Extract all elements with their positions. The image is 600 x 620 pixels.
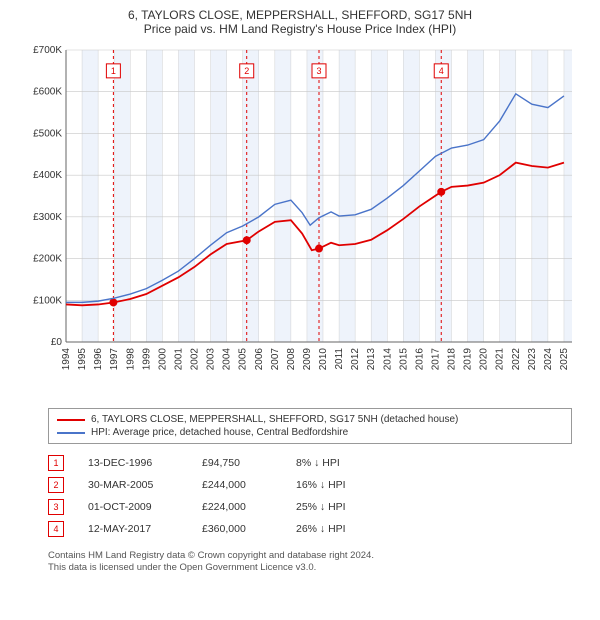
svg-text:2015: 2015 (398, 348, 409, 371)
sale-vs-hpi: 25% ↓ HPI (296, 501, 346, 513)
legend-row: HPI: Average price, detached house, Cent… (57, 426, 563, 439)
svg-text:2018: 2018 (447, 348, 458, 371)
sale-marker-badge: 3 (48, 499, 64, 515)
sales-row: 1 13-DEC-1996 £94,750 8% ↓ HPI (48, 452, 572, 474)
svg-text:1998: 1998 (125, 348, 136, 371)
legend-swatch (57, 432, 85, 434)
svg-text:2016: 2016 (414, 348, 425, 371)
chart-container: £0 £100K £200K £300K £400K £500K £600K £700K 199… (20, 42, 580, 402)
svg-text:4: 4 (439, 66, 444, 76)
sales-row: 2 30-MAR-2005 £244,000 16% ↓ HPI (48, 474, 572, 496)
sale-price: £224,000 (202, 501, 272, 513)
svg-text:2025: 2025 (559, 348, 570, 371)
svg-text:2012: 2012 (350, 348, 361, 371)
title-line2: Price paid vs. HM Land Registry's House … (8, 22, 592, 36)
price-chart: £0 £100K £200K £300K £400K £500K £600K £700K 199… (20, 42, 580, 402)
svg-text:2005: 2005 (238, 348, 249, 371)
svg-text:2024: 2024 (543, 348, 554, 371)
svg-text:1994: 1994 (61, 348, 72, 371)
sale-price: £360,000 (202, 523, 272, 535)
svg-text:2000: 2000 (157, 348, 168, 371)
svg-text:2020: 2020 (479, 348, 490, 371)
svg-text:2017: 2017 (430, 348, 441, 371)
svg-text:£200K: £200K (33, 254, 62, 265)
svg-text:2009: 2009 (302, 348, 313, 371)
svg-text:£100K: £100K (33, 295, 62, 306)
svg-text:1999: 1999 (141, 348, 152, 371)
sale-price: £94,750 (202, 457, 272, 469)
sale-marker-badge: 2 (48, 477, 64, 493)
svg-text:2001: 2001 (173, 348, 184, 371)
sale-vs-hpi: 16% ↓ HPI (296, 479, 346, 491)
legend-swatch (57, 419, 85, 421)
svg-text:2014: 2014 (382, 348, 393, 371)
title-line1: 6, TAYLORS CLOSE, MEPPERSHALL, SHEFFORD,… (8, 8, 592, 22)
svg-text:1: 1 (111, 66, 116, 76)
svg-text:£500K: £500K (33, 128, 62, 139)
svg-text:2011: 2011 (334, 348, 345, 370)
sale-price: £244,000 (202, 479, 272, 491)
legend-row: 6, TAYLORS CLOSE, MEPPERSHALL, SHEFFORD,… (57, 413, 563, 426)
svg-text:2019: 2019 (463, 348, 474, 371)
svg-text:2: 2 (244, 66, 249, 76)
svg-text:1995: 1995 (77, 348, 88, 371)
svg-text:£600K: £600K (33, 87, 62, 98)
svg-text:£300K: £300K (33, 212, 62, 223)
legend-label: HPI: Average price, detached house, Cent… (91, 427, 348, 438)
legend-label: 6, TAYLORS CLOSE, MEPPERSHALL, SHEFFORD,… (91, 414, 458, 425)
svg-text:2002: 2002 (190, 348, 201, 371)
sale-date: 01-OCT-2009 (88, 501, 178, 513)
svg-text:2003: 2003 (206, 348, 217, 371)
sale-date: 13-DEC-1996 (88, 457, 178, 469)
sales-table: 1 13-DEC-1996 £94,750 8% ↓ HPI 2 30-MAR-2005 £… (48, 452, 572, 540)
title-block: 6, TAYLORS CLOSE, MEPPERSHALL, SHEFFORD,… (8, 8, 592, 36)
footer-line2: This data is licensed under the Open Gov… (48, 562, 572, 574)
svg-text:2013: 2013 (366, 348, 377, 371)
footer: Contains HM Land Registry data © Crown c… (48, 550, 572, 575)
svg-text:2023: 2023 (527, 348, 538, 371)
svg-text:2006: 2006 (254, 348, 265, 371)
svg-text:2004: 2004 (222, 348, 233, 371)
sales-row: 4 12-MAY-2017 £360,000 26% ↓ HPI (48, 518, 572, 540)
footer-line1: Contains HM Land Registry data © Crown c… (48, 550, 572, 562)
svg-text:£0: £0 (51, 337, 63, 348)
svg-text:2021: 2021 (495, 348, 506, 371)
sale-vs-hpi: 8% ↓ HPI (296, 457, 340, 469)
svg-text:2022: 2022 (511, 348, 522, 371)
svg-text:2008: 2008 (286, 348, 297, 371)
svg-text:3: 3 (316, 66, 321, 76)
svg-text:2007: 2007 (270, 348, 281, 371)
sale-date: 12-MAY-2017 (88, 523, 178, 535)
svg-text:£700K: £700K (33, 45, 62, 56)
sale-date: 30-MAR-2005 (88, 479, 178, 491)
svg-text:2010: 2010 (318, 348, 329, 371)
sale-marker-badge: 4 (48, 521, 64, 537)
sales-row: 3 01-OCT-2009 £224,000 25% ↓ HPI (48, 496, 572, 518)
svg-text:1996: 1996 (93, 348, 104, 371)
legend: 6, TAYLORS CLOSE, MEPPERSHALL, SHEFFORD,… (48, 408, 572, 444)
sale-marker-badge: 1 (48, 455, 64, 471)
svg-text:£400K: £400K (33, 170, 62, 181)
sale-vs-hpi: 26% ↓ HPI (296, 523, 346, 535)
svg-text:1997: 1997 (109, 348, 120, 371)
